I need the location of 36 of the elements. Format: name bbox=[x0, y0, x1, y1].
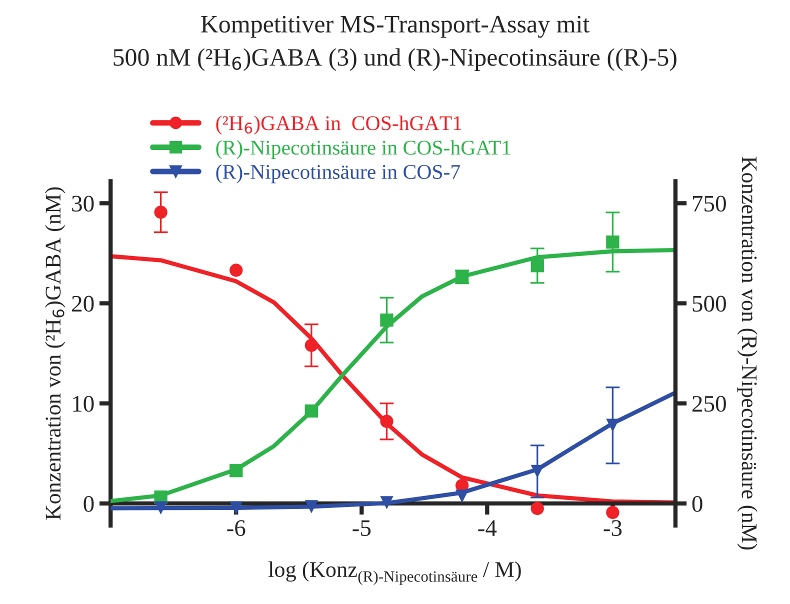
point bbox=[304, 404, 318, 418]
y2-tick-label: 0 bbox=[692, 496, 702, 512]
y-tick-label: 30 bbox=[72, 196, 94, 212]
point bbox=[380, 414, 394, 428]
y2-axis-title: Konzentration von (R)-Nipecotinsäure (nM) bbox=[737, 156, 758, 550]
point bbox=[304, 500, 318, 514]
point bbox=[606, 418, 620, 432]
point bbox=[380, 496, 394, 510]
x-tick-label: -6 bbox=[227, 520, 246, 536]
point bbox=[380, 314, 394, 327]
legend-label: (R)-Nipecotinsäure in COS-7 bbox=[216, 164, 460, 184]
y2-tick-label: 750 bbox=[692, 196, 726, 212]
point bbox=[230, 501, 243, 514]
x-tick-label: -4 bbox=[478, 520, 497, 536]
point bbox=[530, 259, 544, 272]
y-tick-label: 10 bbox=[73, 396, 94, 412]
legend-label: (²H$_{6}$)GABA in COS-hGAT1 bbox=[216, 116, 462, 134]
legend-label: (R)-Nipecotinsäure in COS-hGAT1 bbox=[216, 140, 510, 159]
y-axis-title: Konzentration von (²H$_{6}$)GABA (nM) bbox=[45, 187, 66, 520]
point bbox=[606, 235, 620, 249]
point bbox=[304, 338, 318, 352]
point bbox=[230, 264, 243, 277]
point bbox=[154, 206, 168, 219]
y-tick-label: 20 bbox=[72, 296, 94, 312]
x-tick-label: -3 bbox=[604, 520, 622, 536]
chart-title: Kompetitiver MS-Transport-Assay mit 500 nM (²H$_{6}$)GABA (3) und (R)-Nipecotinsäure ((R)-5) bbox=[114, 16, 676, 71]
point bbox=[530, 464, 544, 478]
y2-tick-label: 250 bbox=[692, 396, 726, 412]
y-tick-label: 0 bbox=[84, 496, 94, 512]
point bbox=[606, 506, 620, 520]
point bbox=[230, 464, 243, 478]
y2-tick-label: 500 bbox=[692, 296, 726, 312]
point bbox=[154, 501, 168, 514]
x-tick-label: -5 bbox=[352, 520, 371, 536]
point bbox=[455, 490, 469, 503]
point bbox=[530, 502, 544, 516]
